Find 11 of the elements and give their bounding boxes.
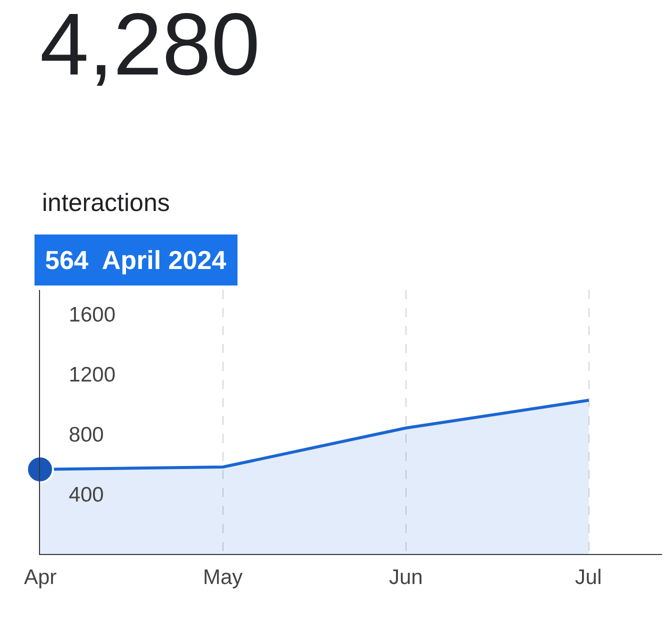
y-tick-label: 1600: [68, 303, 116, 326]
x-tick-label: Jun: [389, 566, 423, 589]
y-tick-label: 1200: [68, 363, 116, 386]
x-tick-label: May: [203, 566, 244, 589]
y-tick-label: 800: [68, 423, 104, 446]
text: 564 April 2024: [45, 245, 227, 275]
chart-title: 4,280: [40, 0, 260, 94]
x-tick-label: Apr: [24, 566, 57, 589]
x-tick-label: Jul: [575, 566, 602, 589]
chart-subtitle: interactions: [42, 189, 170, 217]
y-tick-label: 400: [68, 483, 104, 506]
